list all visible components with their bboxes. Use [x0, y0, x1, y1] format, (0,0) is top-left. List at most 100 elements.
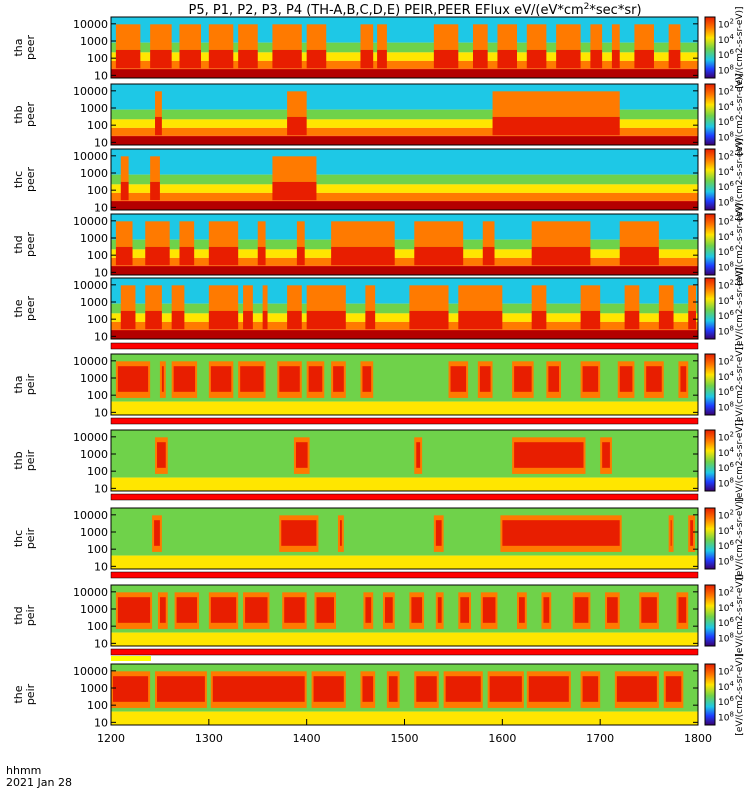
panel-thc-peer: 10 100 1000 10000 thcpeer 108 106 104 102 [eV/(cm…: [12, 138, 745, 220]
colorbar-tick-label: 104: [718, 230, 734, 243]
flux-enhancement-core: [115, 49, 141, 69]
flux-enhancement: [497, 24, 518, 50]
flux-band: [111, 174, 698, 185]
flux-enhancement-core: [240, 366, 264, 392]
flux-enhancement: [145, 221, 170, 247]
flux-enhancement-core: [641, 597, 657, 623]
y-tick-label: 1000: [80, 167, 108, 180]
flux-enhancement: [611, 24, 620, 50]
panel-frame: [110, 213, 699, 276]
y-tick-label: 10: [94, 330, 108, 343]
panel-the-peir: 10 100 1000 10000 thepeir 108 106 104 102 [eV/(cm…: [12, 653, 745, 735]
flux-enhancement-core: [272, 49, 302, 69]
flux-enhancement: [360, 24, 374, 50]
colorbar: [704, 83, 716, 146]
colorbar-tick-label: 106: [718, 695, 734, 708]
flux-enhancement-core: [360, 49, 374, 69]
colorbar-tick-label: 102: [718, 431, 734, 444]
y-tick-label: 100: [87, 249, 108, 262]
panel-label: thcpeir: [12, 527, 37, 549]
colorbar-unit-label: [eV/(cm2-s-sr-eV)]: [735, 574, 745, 656]
flux-enhancement-core: [688, 310, 697, 330]
flux-enhancement: [120, 285, 136, 311]
panel-label: thbpeer: [12, 102, 37, 128]
colorbar-tick-label: 106: [718, 115, 734, 128]
colorbar-tick-label: 106: [718, 245, 734, 258]
mode-indicator-segment: [111, 656, 151, 661]
flux-enhancement-core: [619, 366, 633, 392]
flux-enhancement-core: [313, 676, 344, 702]
flux-enhancement: [365, 285, 376, 311]
colorbar: [704, 16, 716, 79]
flux-enhancement-core: [262, 310, 268, 330]
y-tick-label: 10000: [73, 509, 108, 522]
flux-enhancement-core: [281, 520, 317, 546]
colorbar-tick-label: 108: [718, 324, 734, 337]
y-tick-label: 10: [94, 266, 108, 279]
flux-band: [111, 313, 698, 322]
flux-enhancement-core: [117, 366, 149, 392]
flux-band: [111, 127, 698, 136]
flux-enhancement-core: [176, 597, 198, 623]
flux-enhancement-core: [150, 181, 160, 201]
flux-enhancement-core: [580, 310, 601, 330]
flux-enhancement-core: [331, 246, 395, 266]
flux-band: [111, 321, 698, 330]
flux-enhancement-core: [497, 49, 518, 69]
flux-enhancement-core: [602, 442, 610, 468]
flux-enhancement: [531, 285, 547, 311]
colorbar-unit-label: [eV/(cm2-s-sr-eV)]: [735, 203, 745, 285]
flux-enhancement: [145, 285, 162, 311]
chart-title: P5, P1, P2, P3, P4 (TH-A,B,C,D,E) PEIR,P…: [188, 2, 641, 18]
y-tick-label: 100: [87, 389, 108, 402]
mode-indicator-bar: [110, 648, 699, 656]
colorbar: [704, 148, 716, 211]
low-energy-band: [111, 136, 698, 145]
y-tick-label: 100: [87, 313, 108, 326]
colorbar-tick-label: 108: [718, 710, 734, 723]
panel-label: thepeer: [12, 296, 37, 322]
flux-enhancement: [115, 221, 133, 247]
flux-enhancement-core: [607, 597, 618, 623]
flux-enhancement-core: [543, 597, 550, 623]
flux-enhancement: [458, 285, 503, 311]
flux-enhancement-core: [658, 310, 674, 330]
colorbar-unit-label: [eV/(cm2-s-sr-eV)]: [735, 6, 745, 88]
panel-label: thdpeir: [12, 604, 37, 626]
y-tick-label: 1000: [80, 296, 108, 309]
colorbar-tick-label: 102: [718, 215, 734, 228]
flux-band: [111, 257, 698, 266]
flux-enhancement-core: [482, 597, 496, 623]
y-tick-label: 100: [87, 699, 108, 712]
panel-tha-peer: 10 100 1000 10000 thapeer 108 106 104 102 [eV/(cm…: [12, 6, 745, 88]
y-tick-label: 10: [94, 69, 108, 82]
panel-tha-peir: 10 100 1000 10000 thapeir 108 106 104 102 [eV/(cm…: [12, 343, 745, 425]
flux-enhancement: [171, 285, 185, 311]
flux-band: [111, 555, 698, 569]
y-tick-label: 10: [94, 637, 108, 650]
flux-band: [111, 354, 698, 402]
flux-enhancement: [580, 285, 601, 311]
y-tick-label: 10000: [73, 665, 108, 678]
colorbar-unit-label: [eV/(cm2-s-sr-eV)]: [735, 138, 745, 220]
flux-band: [111, 239, 698, 250]
mode-indicator-bar: [110, 342, 699, 350]
y-tick-label: 100: [87, 543, 108, 556]
colorbar-tick-label: 102: [718, 665, 734, 678]
y-tick-label: 1000: [80, 372, 108, 385]
flux-enhancement-core: [245, 597, 268, 623]
y-tick-label: 100: [87, 119, 108, 132]
flux-enhancement-core: [365, 597, 372, 623]
flux-enhancement-core: [145, 310, 162, 330]
colorbar-tick-label: 102: [718, 509, 734, 522]
flux-band: [111, 477, 698, 491]
flux-enhancement-core: [678, 597, 687, 623]
flux-enhancement: [624, 285, 640, 311]
flux-enhancement-core: [159, 597, 166, 623]
flux-enhancement-core: [154, 520, 160, 546]
low-energy-band: [111, 266, 698, 275]
panel-thd-peer: 10 100 1000 10000 thdpeer 108 106 104 102 [eV/(cm…: [12, 203, 745, 285]
flux-band: [111, 42, 698, 53]
flux-band: [111, 52, 698, 61]
flux-enhancement-core: [634, 49, 654, 69]
